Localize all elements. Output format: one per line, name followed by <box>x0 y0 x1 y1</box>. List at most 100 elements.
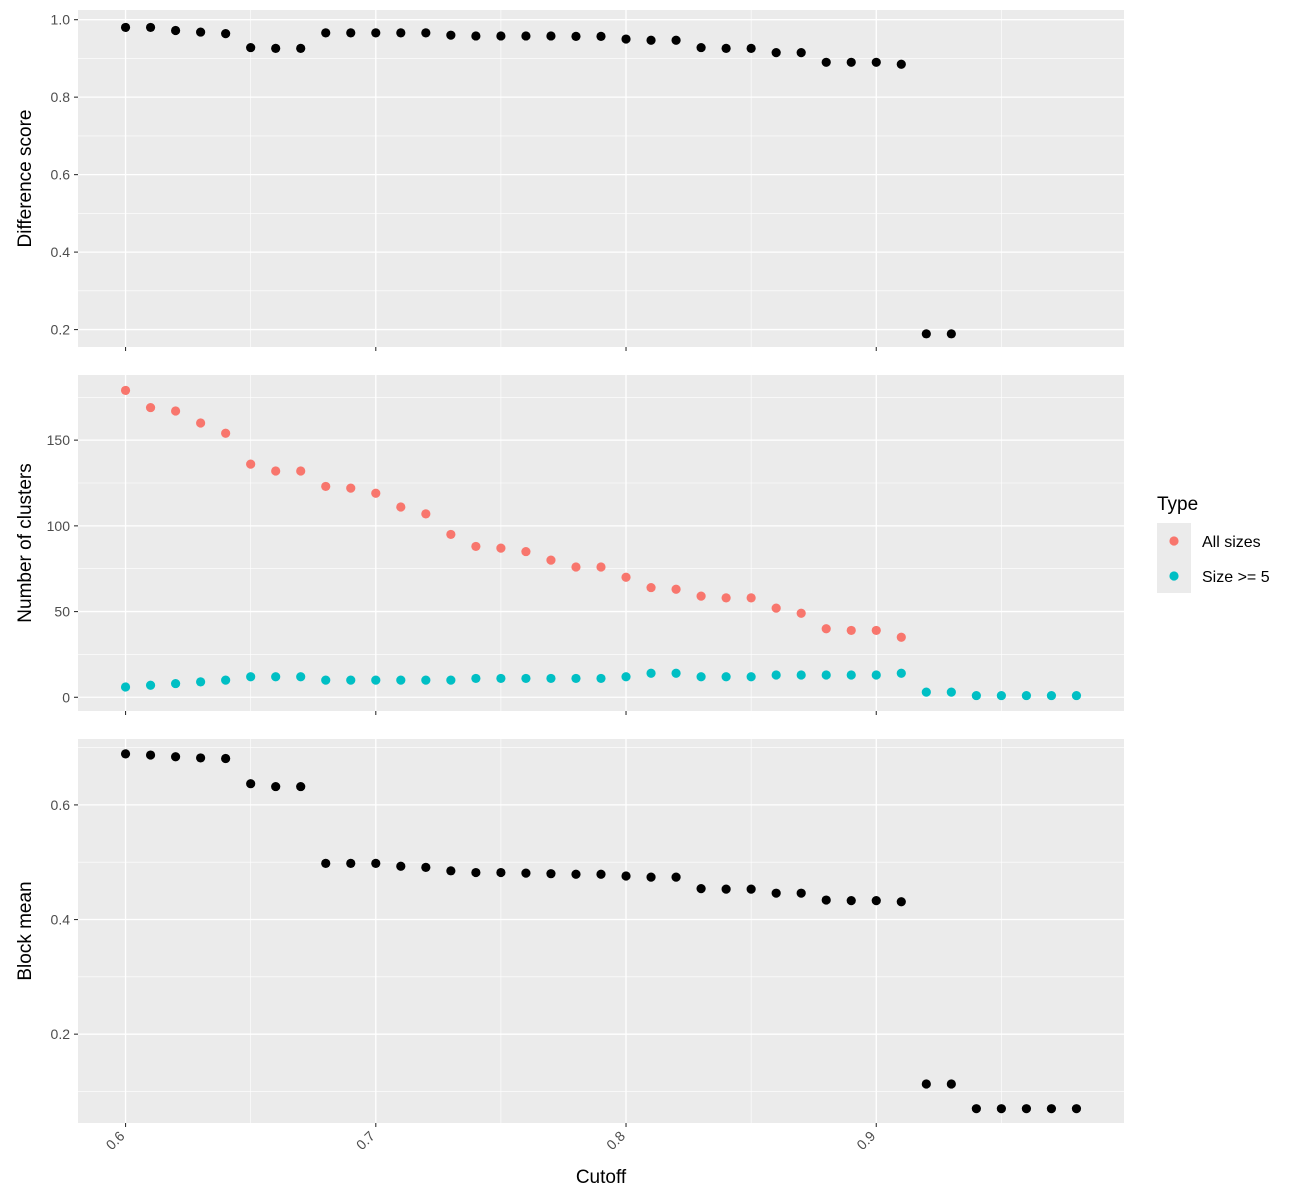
data-point <box>471 31 481 41</box>
data-point <box>1021 1104 1032 1114</box>
data-point <box>621 572 631 582</box>
y-tick-label: 0.4 <box>51 244 71 260</box>
panel-background <box>78 375 1124 711</box>
data-point <box>446 675 456 685</box>
x-axis: 0.6 0.7 0.8 0.9 <box>103 1128 879 1153</box>
data-point <box>846 896 856 906</box>
data-point <box>196 753 206 763</box>
data-point <box>120 22 131 33</box>
data-point <box>396 28 406 38</box>
data-point <box>871 625 881 636</box>
y-axis-title: Block mean <box>15 881 36 980</box>
data-point <box>946 1079 956 1089</box>
data-point <box>371 28 381 38</box>
data-point <box>246 42 256 53</box>
data-point <box>346 483 356 493</box>
data-point <box>145 680 156 690</box>
y-tick-label: 0.8 <box>51 89 71 105</box>
data-point <box>546 673 556 684</box>
data-point <box>1046 1104 1057 1114</box>
data-point <box>871 896 881 906</box>
data-point <box>621 34 631 44</box>
data-point <box>296 466 306 476</box>
data-point <box>196 418 206 428</box>
legend: Type All sizes Size >= 5 <box>1157 494 1270 593</box>
data-point <box>596 31 606 41</box>
data-point <box>571 562 581 572</box>
data-point <box>646 872 656 882</box>
data-point <box>771 670 781 680</box>
data-point <box>296 781 306 792</box>
data-point <box>896 668 906 678</box>
series-size-5 <box>120 668 1082 701</box>
data-point <box>946 329 956 339</box>
y-tick-label: 0 <box>62 689 70 705</box>
data-point <box>571 869 581 879</box>
data-point <box>821 57 831 67</box>
data-point <box>496 31 506 41</box>
y-tick-label: 1.0 <box>51 12 71 28</box>
data-point <box>896 897 906 907</box>
data-point <box>246 672 256 682</box>
data-point <box>746 593 756 603</box>
data-point <box>421 862 431 872</box>
data-point <box>221 753 231 764</box>
data-point <box>921 687 931 697</box>
legend-key <box>1169 571 1179 581</box>
data-point <box>120 385 131 396</box>
data-point <box>446 529 456 540</box>
data-point <box>145 402 156 413</box>
data-point <box>571 673 581 684</box>
legend-label: All sizes <box>1202 534 1261 551</box>
legend-title: Type <box>1157 494 1198 515</box>
data-point <box>221 428 231 438</box>
data-point <box>646 668 656 678</box>
data-point <box>796 888 806 898</box>
panel-2: 0 50 100 150 Number of clusters <box>15 375 1124 715</box>
data-point <box>421 28 431 38</box>
data-point <box>921 1079 931 1089</box>
data-point <box>421 509 431 519</box>
data-point <box>221 675 231 685</box>
data-point <box>971 1104 981 1114</box>
data-point <box>546 31 556 41</box>
data-point <box>145 22 156 33</box>
data-point <box>196 677 206 687</box>
data-point <box>696 42 706 53</box>
data-point <box>596 869 606 879</box>
data-point <box>196 27 206 37</box>
data-point <box>896 59 906 69</box>
data-point <box>721 672 731 682</box>
data-point <box>496 673 506 684</box>
data-point <box>996 690 1006 701</box>
data-point <box>396 861 406 871</box>
data-point <box>996 1104 1006 1114</box>
data-point <box>796 48 806 58</box>
data-point <box>1021 690 1032 701</box>
data-point <box>721 43 731 53</box>
data-point <box>546 869 556 879</box>
y-tick-label: 100 <box>47 518 71 534</box>
data-point <box>496 867 506 878</box>
data-point <box>321 28 331 38</box>
y-tick-label: 0.2 <box>51 322 71 338</box>
data-point <box>771 888 781 898</box>
data-point <box>371 488 381 498</box>
series-points <box>120 749 1082 1114</box>
data-point <box>421 675 431 685</box>
data-point <box>346 858 356 868</box>
data-point <box>346 28 356 38</box>
data-point <box>246 459 256 469</box>
data-point <box>871 670 881 680</box>
data-point <box>446 30 456 40</box>
data-point <box>746 43 756 53</box>
data-point <box>671 35 681 45</box>
data-point <box>471 867 481 878</box>
data-point <box>120 749 131 759</box>
panel-3: 0.2 0.4 0.6 Block mean <box>15 739 1124 1127</box>
data-point <box>396 675 406 685</box>
data-point <box>246 779 256 789</box>
data-point <box>696 883 706 894</box>
y-tick-label: 0.2 <box>51 1026 71 1042</box>
